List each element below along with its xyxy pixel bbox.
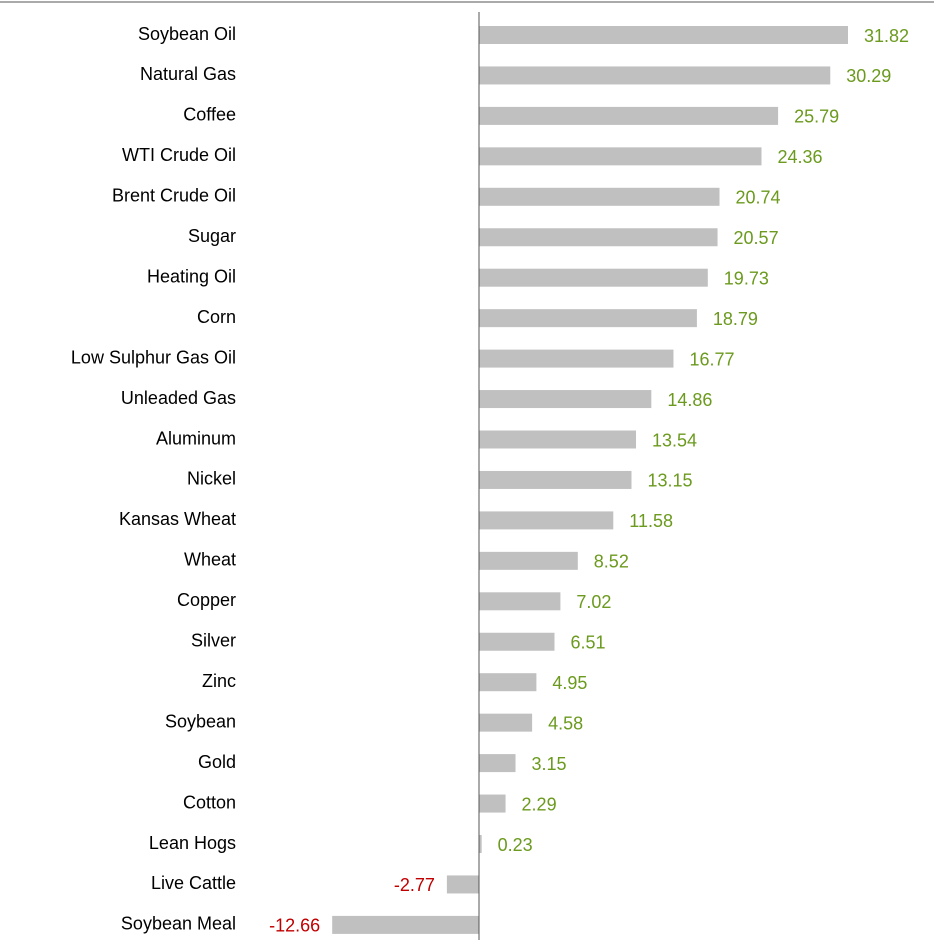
category-label: Low Sulphur Gas Oil bbox=[71, 347, 236, 367]
value-label: 16.77 bbox=[689, 349, 734, 369]
value-label: 6.51 bbox=[570, 633, 605, 653]
category-label: WTI Crude Oil bbox=[122, 145, 236, 165]
category-label: Natural Gas bbox=[140, 64, 236, 84]
category-label: Aluminum bbox=[156, 428, 236, 448]
category-label: Soybean Oil bbox=[138, 24, 236, 44]
category-label: Copper bbox=[177, 590, 236, 610]
bar bbox=[479, 835, 482, 853]
category-label: Brent Crude Oil bbox=[112, 186, 236, 206]
category-label: Kansas Wheat bbox=[119, 509, 236, 529]
category-label: Soybean Meal bbox=[121, 914, 236, 934]
category-label: Unleaded Gas bbox=[121, 388, 236, 408]
value-label: 4.95 bbox=[552, 673, 587, 693]
value-label: -12.66 bbox=[269, 916, 320, 936]
bar bbox=[479, 632, 555, 651]
bar bbox=[446, 875, 479, 894]
value-label: 4.58 bbox=[548, 713, 583, 733]
value-label: 30.29 bbox=[846, 66, 891, 86]
category-label: Gold bbox=[198, 752, 236, 772]
value-label: -2.77 bbox=[394, 875, 435, 895]
bar bbox=[479, 228, 718, 247]
category-label: Nickel bbox=[187, 469, 236, 489]
value-label: 18.79 bbox=[713, 309, 758, 329]
bar bbox=[479, 430, 637, 449]
category-label: Live Cattle bbox=[151, 873, 236, 893]
category-label: Silver bbox=[191, 631, 236, 651]
value-label: 7.02 bbox=[576, 592, 611, 612]
value-label: 13.15 bbox=[647, 471, 692, 491]
bar bbox=[479, 511, 614, 530]
category-label: Corn bbox=[197, 307, 236, 327]
value-label: 3.15 bbox=[532, 754, 567, 774]
category-label: Lean Hogs bbox=[149, 833, 236, 853]
category-label: Coffee bbox=[183, 105, 236, 125]
category-label: Cotton bbox=[183, 792, 236, 812]
value-label: 8.52 bbox=[594, 552, 629, 572]
value-label: 31.82 bbox=[864, 26, 909, 46]
bar bbox=[479, 309, 697, 328]
category-label: Wheat bbox=[184, 550, 236, 570]
bar bbox=[479, 713, 533, 732]
value-label: 14.86 bbox=[667, 390, 712, 410]
bar bbox=[479, 106, 779, 125]
bar bbox=[479, 754, 516, 773]
category-label: Sugar bbox=[188, 226, 236, 246]
value-label: 0.23 bbox=[498, 835, 533, 855]
value-label: 20.74 bbox=[736, 188, 781, 208]
value-label: 13.54 bbox=[652, 430, 697, 450]
value-label: 24.36 bbox=[777, 147, 822, 167]
category-label: Soybean bbox=[165, 711, 236, 731]
value-label: 25.79 bbox=[794, 107, 839, 127]
value-label: 11.58 bbox=[629, 511, 673, 531]
value-label: 2.29 bbox=[522, 794, 557, 814]
bar bbox=[479, 470, 632, 489]
value-label: 19.73 bbox=[724, 268, 769, 288]
bar bbox=[479, 268, 708, 287]
bar bbox=[479, 26, 848, 44]
bar bbox=[479, 673, 537, 692]
value-label: 20.57 bbox=[734, 228, 779, 248]
bar bbox=[479, 390, 652, 409]
category-label: Zinc bbox=[202, 671, 236, 691]
bar bbox=[479, 349, 674, 368]
bar bbox=[479, 66, 831, 85]
bar bbox=[479, 794, 506, 813]
bar bbox=[479, 592, 561, 611]
bar bbox=[479, 187, 720, 206]
bar bbox=[479, 551, 578, 570]
bar bbox=[479, 147, 762, 166]
bar bbox=[332, 915, 479, 934]
category-label: Heating Oil bbox=[147, 266, 236, 286]
